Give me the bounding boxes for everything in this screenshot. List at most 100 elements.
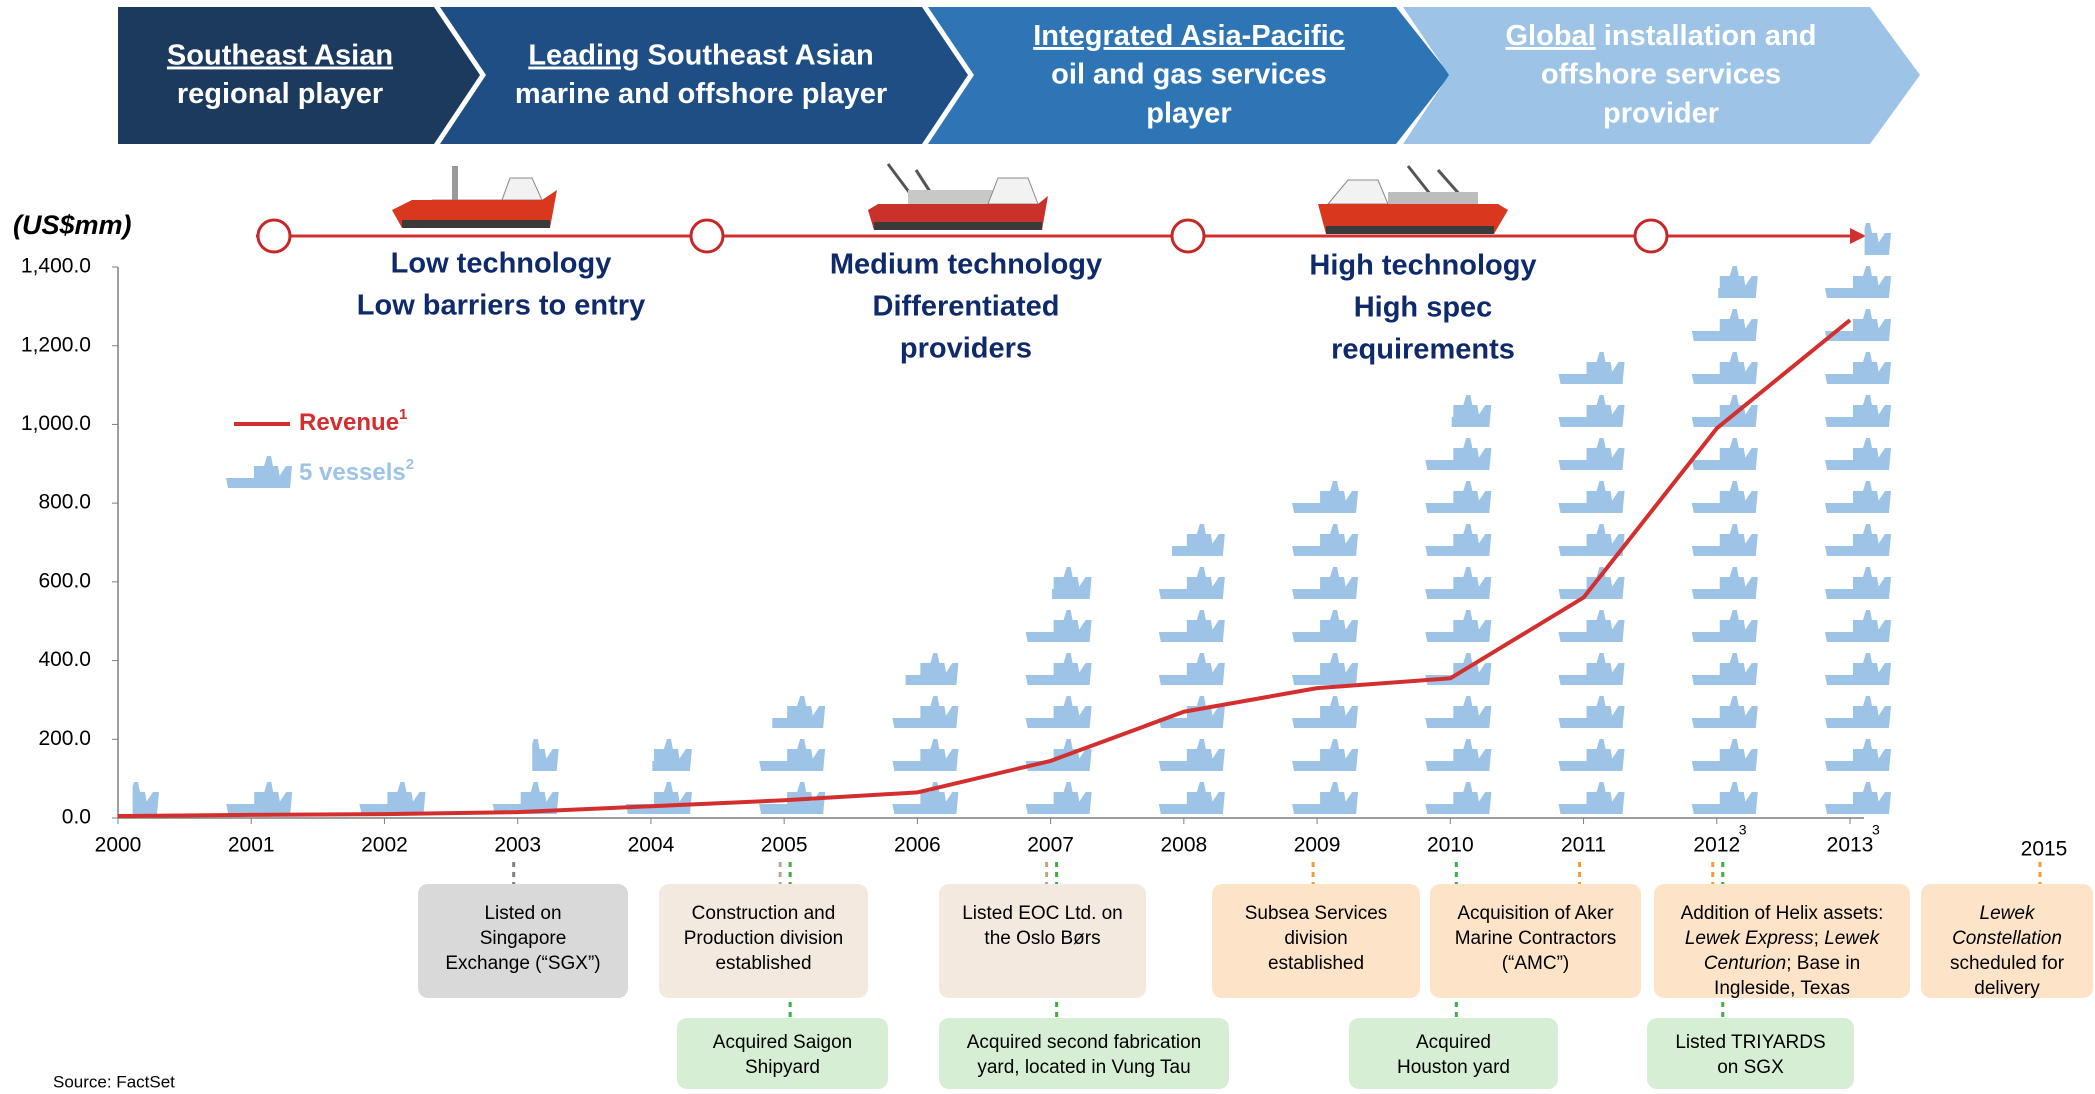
vessel-icon bbox=[1159, 653, 1225, 685]
y-tick-label: 1,200.0 bbox=[21, 333, 91, 356]
vessel-icon-shape bbox=[787, 696, 813, 718]
event-text: Production division bbox=[684, 928, 843, 949]
vessel-icon bbox=[1825, 567, 1891, 599]
event-text: Listed TRIYARDS bbox=[1675, 1032, 1825, 1053]
x-tick-label: 2004 bbox=[628, 834, 675, 857]
vessel-icon bbox=[1559, 782, 1625, 814]
vessel-icon-shape bbox=[1720, 653, 1746, 675]
vessel-icon bbox=[1425, 696, 1491, 728]
vessel-icon-shape bbox=[1320, 782, 1346, 804]
event-text: division bbox=[1284, 928, 1347, 949]
legend-note: 2 bbox=[406, 456, 414, 473]
vessel-icon-shape bbox=[1320, 524, 1346, 546]
vessel-icon bbox=[1559, 567, 1625, 599]
vessel-icon-shape bbox=[1853, 352, 1879, 374]
event-text: Singapore bbox=[480, 928, 567, 949]
vessel-icon-shape bbox=[1853, 309, 1879, 331]
stage-label: Leading Southeast Asian bbox=[528, 39, 873, 71]
stage-label-part: Southeast Asian bbox=[167, 39, 393, 71]
vessel-icon bbox=[1425, 610, 1491, 642]
vessel-icon bbox=[1425, 395, 1491, 427]
vessel-icon-shape bbox=[1853, 739, 1879, 761]
stage-label: provider bbox=[1603, 98, 1719, 130]
vessel-stack bbox=[626, 739, 692, 814]
vessel-icon bbox=[1026, 653, 1092, 685]
event-text: on SGX bbox=[1717, 1057, 1784, 1078]
vessel-icon bbox=[759, 739, 825, 771]
vessel-icon bbox=[1159, 739, 1225, 771]
stage-label: marine and offshore player bbox=[515, 78, 887, 110]
event-text: Lewek Express; Lewek bbox=[1685, 928, 1881, 949]
vessel-icon bbox=[226, 456, 292, 488]
phase-label: High spec bbox=[1354, 292, 1493, 324]
event-text-part: Lewek Express bbox=[1685, 928, 1814, 949]
vessel-icon-shape bbox=[654, 739, 680, 761]
legend-note: 1 bbox=[399, 406, 407, 423]
vessel-icon-shape bbox=[1320, 653, 1346, 675]
vessel-icon-shape bbox=[1853, 524, 1879, 546]
vessel-icon bbox=[1692, 610, 1758, 642]
vessel-icon bbox=[1559, 438, 1625, 470]
legend-label: Revenue1 bbox=[299, 406, 407, 436]
vessel-icon-shape bbox=[254, 782, 280, 804]
vessel-icon bbox=[1825, 610, 1891, 642]
vessel-icon bbox=[1292, 567, 1358, 599]
vessel-icon-shape bbox=[1720, 610, 1746, 632]
vessel-icon-shape bbox=[1587, 438, 1613, 460]
vessel-icon-shape bbox=[1587, 696, 1613, 718]
stage-label-part: Leading bbox=[528, 39, 639, 71]
vessel-icon bbox=[1825, 352, 1891, 384]
vessel-icon-shape bbox=[1187, 653, 1213, 675]
x-tick-label: 2006 bbox=[894, 834, 941, 857]
y-tick-label: 200.0 bbox=[38, 727, 91, 750]
vessel-stack bbox=[1425, 395, 1491, 814]
vessel-stack bbox=[1292, 481, 1358, 814]
event-text: scheduled for bbox=[1950, 953, 2065, 974]
stage-label-part: Integrated Asia-Pacific bbox=[1033, 20, 1345, 52]
vessel-icon-shape bbox=[1320, 481, 1346, 503]
event-text: delivery bbox=[1974, 978, 2040, 999]
stage-label: offshore services bbox=[1541, 59, 1781, 91]
event-text: Houston yard bbox=[1397, 1057, 1510, 1078]
stage-chevron bbox=[118, 7, 480, 144]
vessel-icon-shape bbox=[1853, 395, 1879, 417]
vessel-icon bbox=[1559, 696, 1625, 728]
vessel-icon bbox=[1425, 481, 1491, 513]
vessel-stack bbox=[1825, 223, 1891, 814]
event-text: Exchange (“SGX”) bbox=[445, 953, 600, 974]
event-text-part: Constellation bbox=[1952, 928, 2062, 949]
event-text-part: Centurion bbox=[1704, 953, 1786, 974]
vessel-icon-shape bbox=[1320, 696, 1346, 718]
vessel-icon-shape bbox=[920, 739, 946, 761]
stage-label: regional player bbox=[177, 78, 383, 110]
vessel-icon bbox=[1692, 438, 1758, 470]
vessel-icon-shape bbox=[1587, 524, 1613, 546]
vessel-icon-shape bbox=[1054, 696, 1080, 718]
event-text: Shipyard bbox=[745, 1057, 820, 1078]
event-text: Subsea Services bbox=[1245, 903, 1388, 924]
vessel-icon-shape bbox=[1720, 481, 1746, 503]
vessel-icon-shape bbox=[521, 739, 547, 761]
page: (US$mm) Source: FactSet Southeast Asianr… bbox=[0, 0, 2095, 1094]
event-text: Marine Contractors bbox=[1455, 928, 1617, 949]
vessel-stack bbox=[493, 739, 559, 814]
vessel-icon-shape bbox=[121, 782, 147, 804]
vessel-icon bbox=[1159, 567, 1225, 599]
event-box bbox=[939, 1018, 1229, 1089]
vessel-icon-shape bbox=[1320, 567, 1346, 589]
event-text: Acquisition of Aker bbox=[1457, 903, 1614, 924]
x-tick-note: 3 bbox=[1739, 822, 1747, 838]
vessel-icon bbox=[1825, 438, 1891, 470]
event-text: Lewek bbox=[1980, 903, 2036, 924]
vessel-icon-shape bbox=[1587, 610, 1613, 632]
vessel-icon-shape bbox=[1853, 782, 1879, 804]
vessel-icon-shape bbox=[1720, 309, 1746, 331]
vessel-icon-shape bbox=[1187, 782, 1213, 804]
vessel-icon-shape bbox=[1720, 567, 1746, 589]
event-text: Construction and bbox=[692, 903, 836, 924]
stage-chevron bbox=[440, 7, 968, 144]
vessel-icon bbox=[759, 696, 825, 728]
timeline-milestone bbox=[1172, 220, 1204, 252]
phase-label: Medium technology bbox=[830, 249, 1102, 281]
vessel-icon-shape bbox=[1720, 739, 1746, 761]
